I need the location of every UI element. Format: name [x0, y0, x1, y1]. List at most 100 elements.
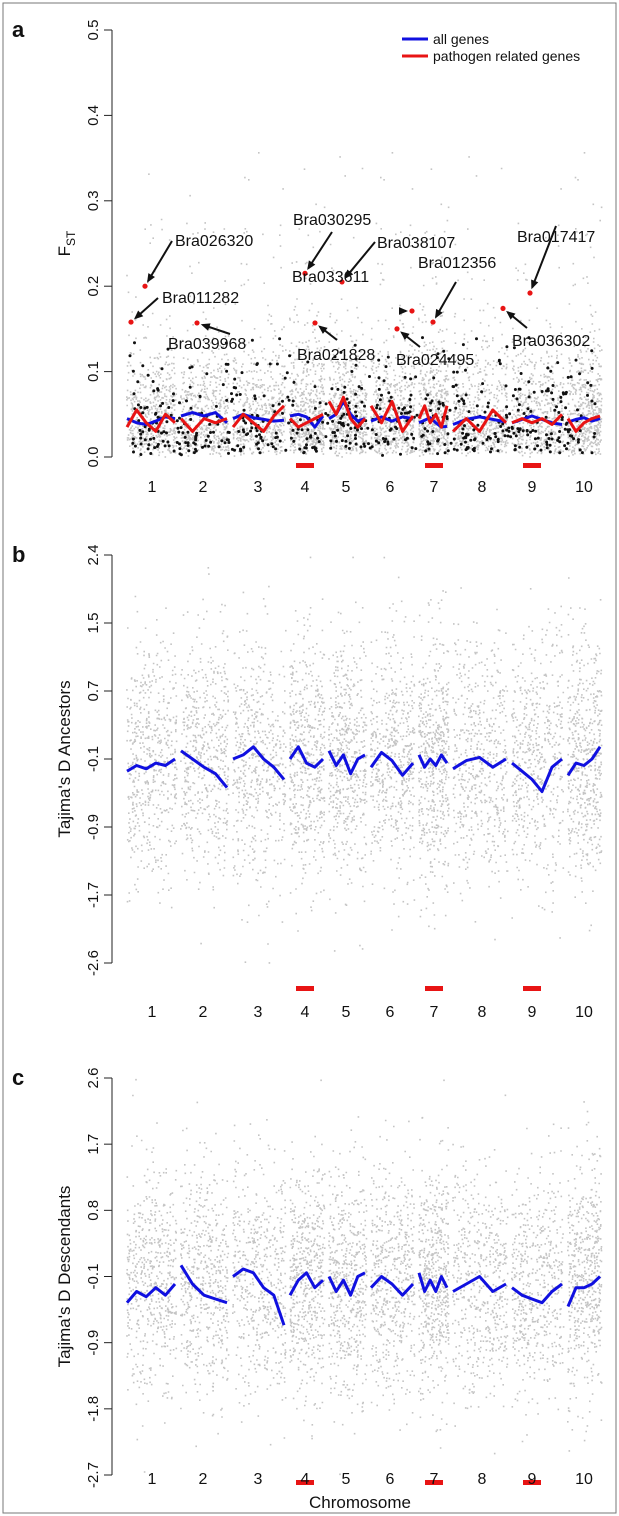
panel-a: a 0.0 0.1 0.2 0.3 0.4 0.5 FST 1 2 3 4 5 6 7 8 9 10 all gen…	[12, 17, 603, 496]
outlier-point	[409, 308, 415, 314]
y-tick-label: 0.2	[85, 276, 102, 297]
outlier-arrow-head	[307, 260, 316, 271]
y-tick-label: -0.9	[85, 1330, 102, 1356]
highlight-bar-chromosome-4	[296, 986, 314, 991]
outlier-point	[312, 320, 318, 326]
snp-point-group	[418, 168, 450, 457]
chromosome-label: 6	[386, 1471, 395, 1488]
outlier-gene-label: Bra038107	[377, 235, 455, 252]
snp-point-group	[452, 1094, 509, 1455]
series-line-segment	[566, 1275, 602, 1308]
chromosome-label: 5	[342, 1004, 351, 1021]
snp-point-group	[418, 1079, 450, 1449]
snp-point-group	[567, 1101, 603, 1452]
outlier-point	[302, 270, 308, 276]
outlier-arrow-head	[200, 323, 211, 331]
snp-point-group	[452, 587, 509, 941]
snp-point-group	[289, 168, 326, 455]
chromosome-label: 3	[254, 1471, 263, 1488]
chromosome-label: 9	[528, 479, 537, 496]
chromosome-label: 8	[478, 1471, 487, 1488]
outlier-arrow-head	[344, 269, 354, 279]
snp-point-group	[370, 556, 416, 931]
chromosome-label: 9	[528, 1004, 537, 1021]
highlight-bar-chromosome-7	[425, 1480, 443, 1485]
snp-point-group	[370, 1119, 416, 1431]
highlight-bar-chromosome-9	[523, 986, 541, 991]
series-line-segment	[288, 745, 325, 769]
snp-point-group	[126, 1078, 178, 1473]
panel-letter: b	[12, 542, 25, 567]
y-tick-label: -1.8	[85, 1396, 102, 1422]
outlier-point	[194, 320, 200, 326]
series-line-segment	[288, 1271, 325, 1296]
outlier-gene-label: Bra036302	[512, 333, 590, 350]
chromosome-label: 6	[386, 1004, 395, 1021]
y-tick-label: 0.5	[85, 20, 102, 41]
chromosome-label: 1	[148, 1004, 157, 1021]
outlier-point	[339, 279, 345, 285]
series-line-all-genes	[125, 1264, 602, 1326]
series-line-segment	[452, 1275, 507, 1293]
chromosome-label: 3	[254, 479, 263, 496]
snp-points	[126, 556, 603, 964]
outlier-annotations: Bra026320 Bra011282 Bra039968 Bra030295 Bra0…	[128, 212, 595, 369]
y-tick-label: -2.6	[85, 950, 102, 976]
pathogen-gene-points	[128, 336, 597, 457]
series-line-segment	[125, 408, 176, 433]
series-line-segment	[369, 400, 415, 433]
y-tick-label: -1.7	[85, 882, 102, 908]
snp-point-group	[370, 152, 416, 456]
y-tick-label: -2.7	[85, 1462, 102, 1488]
series-line-segment	[452, 755, 507, 771]
y-tick-label: 1.7	[85, 1134, 102, 1155]
y-tick-label: 0.1	[85, 361, 102, 382]
chromosome-label: 5	[342, 479, 351, 496]
series-line-segment	[451, 408, 508, 433]
snp-point-group	[452, 156, 509, 457]
snp-point-group	[289, 1079, 326, 1440]
outlier-point	[128, 319, 134, 325]
snp-point-group	[180, 194, 230, 458]
y-axis-label: Tajima's D Descendants	[55, 1186, 74, 1368]
outlier-arrow-head	[399, 307, 408, 315]
chromosome-label: 8	[478, 1004, 487, 1021]
chromosome-label: 4	[301, 1004, 310, 1021]
snp-point-group	[511, 188, 565, 458]
chromosome-label: 3	[254, 1004, 263, 1021]
outlier-gene-label: Bra033611	[292, 269, 369, 286]
outlier-gene-label: Bra039968	[168, 336, 246, 353]
y-tick-label: -0.1	[85, 746, 102, 772]
chromosome-label: 4	[301, 1471, 310, 1488]
outlier-arrow	[147, 240, 173, 282]
outlier-arrow-head	[434, 308, 443, 319]
series-line-segment	[180, 749, 229, 789]
series-line-segment	[327, 395, 367, 429]
snp-point-group	[510, 588, 565, 939]
series-line-segment	[126, 757, 176, 773]
series-line-segment	[327, 1271, 366, 1297]
outlier-gene-label: Bra024495	[396, 352, 474, 369]
chromosome-label: 5	[342, 1471, 351, 1488]
chromosome-label: 10	[575, 479, 593, 496]
y-tick-label: 1.5	[85, 613, 102, 634]
outlier-arrow-head	[506, 310, 516, 320]
y-tick-label: -0.1	[85, 1264, 102, 1290]
y-tick-label: 2.4	[85, 545, 102, 566]
panel-letter: c	[12, 1065, 24, 1090]
series-line-segment	[417, 1272, 449, 1293]
y-tick-label: 0.8	[85, 1200, 102, 1221]
y-axis-label-subscript: ST	[64, 230, 78, 246]
snp-point-group	[328, 556, 368, 952]
snp-point-group	[126, 595, 178, 909]
chromosome-label: 1	[148, 1471, 157, 1488]
series-line-segment	[566, 745, 602, 777]
outlier-arrow-head	[133, 310, 144, 320]
outlier-point	[527, 290, 533, 296]
series-line-segment	[232, 745, 286, 781]
chromosome-label: 2	[199, 479, 208, 496]
chromosome-label: 4	[301, 479, 310, 496]
outlier-point	[142, 283, 148, 289]
